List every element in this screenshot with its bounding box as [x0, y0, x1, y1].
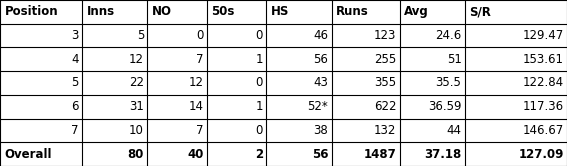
- Text: 132: 132: [374, 124, 396, 137]
- Text: 122.84: 122.84: [522, 77, 564, 89]
- Text: 117.36: 117.36: [522, 100, 564, 113]
- Text: 127.09: 127.09: [518, 148, 564, 161]
- Text: 4: 4: [71, 53, 79, 66]
- Text: 24.6: 24.6: [435, 29, 462, 42]
- Text: 12: 12: [189, 77, 204, 89]
- Text: 7: 7: [71, 124, 79, 137]
- Text: 43: 43: [314, 77, 328, 89]
- Text: S/R: S/R: [469, 5, 492, 18]
- Text: 50s: 50s: [211, 5, 235, 18]
- Text: 12: 12: [129, 53, 144, 66]
- Text: 146.67: 146.67: [522, 124, 564, 137]
- Text: 5: 5: [71, 77, 79, 89]
- Text: 123: 123: [374, 29, 396, 42]
- Text: 56: 56: [314, 53, 328, 66]
- Text: 56: 56: [312, 148, 328, 161]
- Text: 22: 22: [129, 77, 144, 89]
- Text: Position: Position: [5, 5, 58, 18]
- Text: 3: 3: [71, 29, 79, 42]
- Text: Overall: Overall: [5, 148, 52, 161]
- Text: 31: 31: [129, 100, 144, 113]
- Text: 40: 40: [187, 148, 204, 161]
- Text: 37.18: 37.18: [424, 148, 462, 161]
- Text: 46: 46: [314, 29, 328, 42]
- Text: 129.47: 129.47: [522, 29, 564, 42]
- Text: 0: 0: [196, 29, 204, 42]
- Text: 622: 622: [374, 100, 396, 113]
- Text: 0: 0: [256, 29, 263, 42]
- Text: 1: 1: [256, 53, 263, 66]
- Text: Inns: Inns: [87, 5, 115, 18]
- Text: 10: 10: [129, 124, 144, 137]
- Text: 52*: 52*: [307, 100, 328, 113]
- Text: Runs: Runs: [336, 5, 369, 18]
- Text: Avg: Avg: [404, 5, 429, 18]
- Text: 0: 0: [256, 124, 263, 137]
- Text: 51: 51: [447, 53, 462, 66]
- Text: 6: 6: [71, 100, 79, 113]
- Text: NO: NO: [152, 5, 172, 18]
- Text: HS: HS: [271, 5, 289, 18]
- Text: 7: 7: [196, 53, 204, 66]
- Text: 7: 7: [196, 124, 204, 137]
- Text: 80: 80: [128, 148, 144, 161]
- Text: 1: 1: [256, 100, 263, 113]
- Text: 36.59: 36.59: [428, 100, 462, 113]
- Text: 38: 38: [314, 124, 328, 137]
- Text: 355: 355: [374, 77, 396, 89]
- Text: 1487: 1487: [363, 148, 396, 161]
- Text: 0: 0: [256, 77, 263, 89]
- Text: 153.61: 153.61: [523, 53, 564, 66]
- Text: 5: 5: [137, 29, 144, 42]
- Text: 35.5: 35.5: [435, 77, 462, 89]
- Text: 255: 255: [374, 53, 396, 66]
- Text: 44: 44: [447, 124, 462, 137]
- Text: 2: 2: [255, 148, 263, 161]
- Text: 14: 14: [189, 100, 204, 113]
